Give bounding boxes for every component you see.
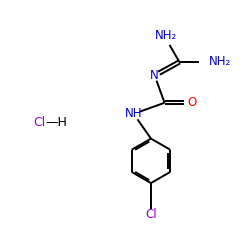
Text: Cl: Cl xyxy=(145,208,157,220)
Text: NH₂: NH₂ xyxy=(209,56,231,68)
Text: N: N xyxy=(150,69,159,82)
Text: —H: —H xyxy=(46,116,68,129)
Text: NH₂: NH₂ xyxy=(155,29,177,42)
Text: Cl: Cl xyxy=(34,116,46,129)
Text: NH: NH xyxy=(125,107,142,120)
Text: O: O xyxy=(188,96,197,109)
